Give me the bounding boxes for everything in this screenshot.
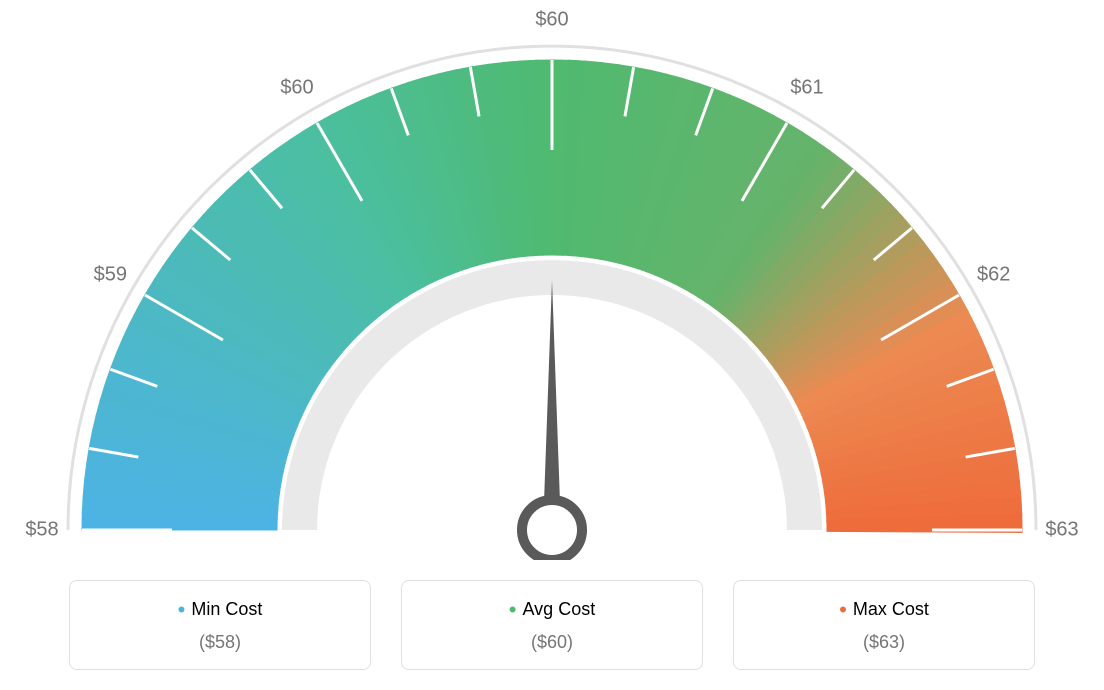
legend-value-avg: ($60) bbox=[402, 632, 702, 653]
legend-row: •Min Cost ($58) •Avg Cost ($60) •Max Cos… bbox=[0, 580, 1104, 670]
dot-icon: • bbox=[509, 597, 517, 622]
legend-value-min: ($58) bbox=[70, 632, 370, 653]
legend-label-min: Min Cost bbox=[191, 599, 262, 619]
cost-gauge-chart: $58$59$60$60$61$62$63 •Min Cost ($58) •A… bbox=[0, 0, 1104, 690]
tick-label: $60 bbox=[280, 77, 313, 100]
tick-label: $58 bbox=[25, 519, 58, 542]
legend-label-max: Max Cost bbox=[853, 599, 929, 619]
tick-label: $63 bbox=[1045, 519, 1078, 542]
tick-label: $61 bbox=[790, 77, 823, 100]
gauge-area: $58 $59 $60 $60 $61 $62 $63 bbox=[0, 0, 1104, 560]
legend-title-max: • Max Cost bbox=[734, 599, 1034, 620]
legend-card-max: • Max Cost ($63) bbox=[733, 580, 1035, 670]
legend-title-min: •Min Cost bbox=[70, 599, 370, 620]
gauge-svg bbox=[0, 0, 1104, 560]
legend-label-avg: Avg Cost bbox=[523, 599, 596, 619]
dot-icon: • bbox=[178, 597, 186, 622]
tick-label: $62 bbox=[977, 264, 1010, 287]
legend-card-avg: • Avg Cost ($60) bbox=[401, 580, 703, 670]
dot-icon: • bbox=[839, 597, 847, 622]
tick-label: $59 bbox=[94, 264, 127, 287]
legend-value-max: ($63) bbox=[734, 632, 1034, 653]
legend-card-min: •Min Cost ($58) bbox=[69, 580, 371, 670]
tick-label: $60 bbox=[535, 9, 568, 32]
legend-title-avg: • Avg Cost bbox=[402, 599, 702, 620]
